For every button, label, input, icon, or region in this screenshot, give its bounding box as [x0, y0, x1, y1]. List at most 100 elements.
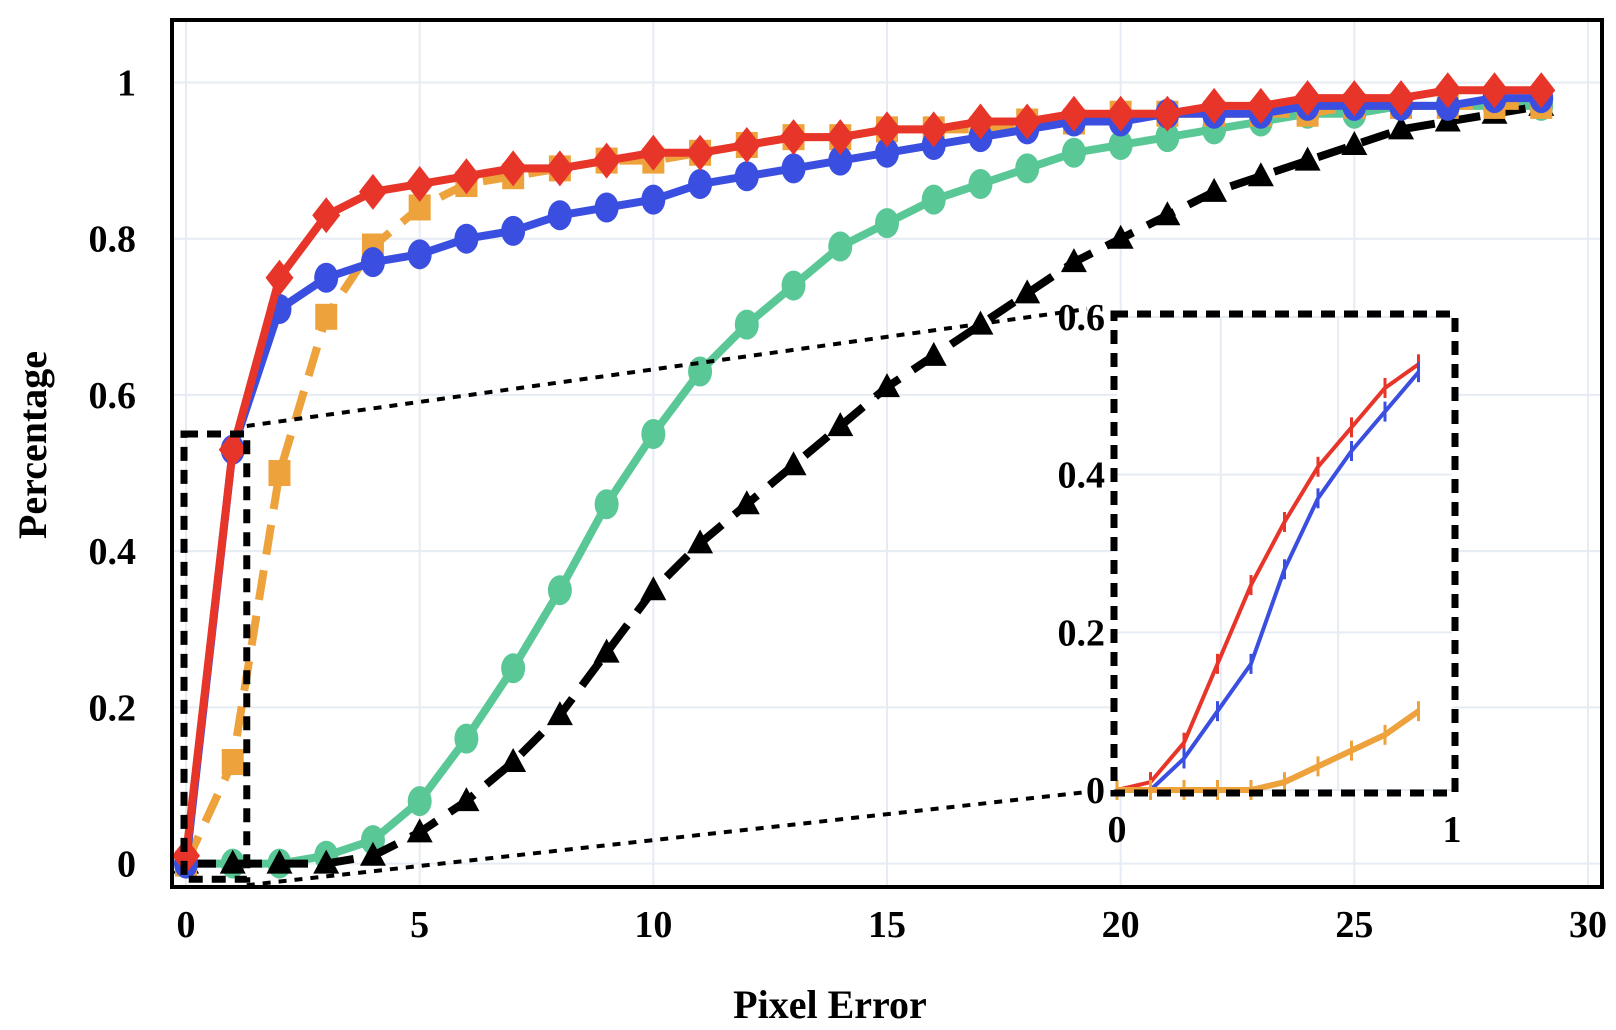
circle-marker: [594, 489, 619, 520]
diamond-marker: [1340, 80, 1369, 117]
triangle-marker: [780, 451, 807, 476]
x-tick-labels: 0 5 10 15 20 25 30: [177, 904, 1607, 946]
diamond-marker: [1433, 72, 1462, 109]
x-tick-label: 25: [1335, 904, 1373, 946]
circle-marker: [594, 192, 619, 223]
inset-y-tick-label: 0.4: [1058, 455, 1106, 497]
y-tick-labels: 0 0.2 0.4 0.6 0.8 1: [89, 62, 137, 885]
main-frame: [170, 18, 1604, 889]
triangle-marker: [1247, 162, 1274, 187]
y-tick-label: 0.8: [89, 219, 137, 261]
inset-series-blue-circles: [1115, 362, 1421, 800]
diamond-marker: [1387, 80, 1416, 117]
diamond-marker: [639, 134, 668, 171]
inset-frame: [1110, 310, 1459, 797]
zoom-connector-top: [246, 307, 1088, 428]
plot-frame: [170, 18, 1604, 889]
square-marker: [315, 303, 338, 330]
diamond-marker: [873, 111, 901, 148]
circle-marker: [360, 247, 385, 278]
inset-y-tick-label: 0.2: [1058, 612, 1106, 654]
diamond-marker: [172, 837, 201, 874]
circle-marker: [875, 137, 899, 168]
triangle-marker: [733, 490, 760, 515]
x-axis-title: Pixel Error: [733, 982, 927, 1027]
circle-marker: [921, 184, 946, 215]
inset-background: [1117, 317, 1452, 790]
diamond-marker: [499, 150, 528, 187]
triangle-marker: [827, 412, 854, 437]
square-marker: [268, 460, 291, 487]
inset-x-tick-label: 1: [1443, 809, 1462, 851]
circle-marker: [314, 262, 339, 293]
inset-series-line: [1117, 370, 1421, 792]
triangle-marker: [1154, 201, 1181, 226]
triangle-marker: [1294, 146, 1321, 171]
diamond-marker: [1480, 72, 1509, 109]
triangle-marker: [1341, 130, 1368, 155]
diamond-marker: [1059, 95, 1088, 132]
x-tick-label: 15: [868, 904, 906, 946]
diamond-marker: [1013, 103, 1042, 140]
circle-marker: [641, 418, 666, 449]
triangle-marker: [313, 849, 340, 874]
zoom-guides: [180, 307, 1088, 888]
circle-marker: [1155, 122, 1180, 153]
diamond-marker: [218, 431, 247, 468]
triangle-marker: [920, 341, 947, 366]
triangle-marker: [406, 818, 433, 843]
diamond-marker: [826, 119, 855, 156]
inset-x-tick-label: 0: [1108, 809, 1127, 851]
square-marker: [221, 749, 244, 776]
circle-marker: [734, 161, 759, 192]
triangle-marker: [593, 638, 620, 663]
circle-marker: [1108, 129, 1133, 160]
circle-marker: [360, 825, 385, 856]
circle-marker: [828, 231, 853, 262]
y-tick-label: 0: [117, 844, 136, 886]
triangle-marker: [687, 529, 714, 554]
diamond-marker: [779, 119, 808, 156]
diamond-marker: [358, 173, 387, 210]
y-tick-label: 1: [117, 62, 136, 104]
inset-series-line: [1116, 362, 1420, 792]
y-tick-label: 0.2: [89, 687, 137, 729]
y-tick-label: 0.6: [89, 375, 137, 417]
triangle-marker: [219, 849, 246, 874]
y-tick-label: 0.4: [89, 531, 137, 573]
triangle-marker: [453, 787, 480, 812]
circle-marker: [781, 153, 806, 184]
diamond-marker: [592, 142, 621, 179]
zoom-connector-bottom: [246, 790, 1088, 888]
circle-marker: [501, 215, 526, 246]
circle-marker: [641, 184, 666, 215]
x-tick-label: 10: [634, 904, 672, 946]
diamond-marker: [1153, 95, 1182, 132]
inset-y-tick-label: 0: [1086, 770, 1105, 812]
circle-marker: [734, 309, 759, 340]
triangle-marker: [1060, 248, 1087, 273]
triangle-marker: [1388, 115, 1415, 140]
x-tick-label: 30: [1569, 904, 1607, 946]
circle-marker: [688, 169, 713, 200]
x-tick-label: 5: [410, 904, 429, 946]
triangle-marker: [1201, 177, 1228, 202]
circle-marker: [1015, 153, 1040, 184]
diamond-marker: [966, 103, 995, 140]
circle-marker: [828, 145, 853, 176]
diamond-marker: [1293, 80, 1322, 117]
circle-marker: [968, 169, 993, 200]
triangle-marker: [546, 701, 573, 726]
main-series: [172, 72, 1556, 879]
triangle-marker: [1014, 279, 1041, 304]
circle-marker: [875, 208, 899, 239]
circle-marker: [781, 270, 806, 301]
zoom-region-box: [180, 430, 251, 883]
triangle-marker: [874, 373, 900, 398]
diamond-marker: [919, 111, 948, 148]
diamond-marker: [265, 259, 294, 296]
circle-marker: [407, 239, 432, 270]
x-tick-label: 20: [1102, 904, 1140, 946]
y-axis-title: Percentage: [10, 351, 55, 539]
